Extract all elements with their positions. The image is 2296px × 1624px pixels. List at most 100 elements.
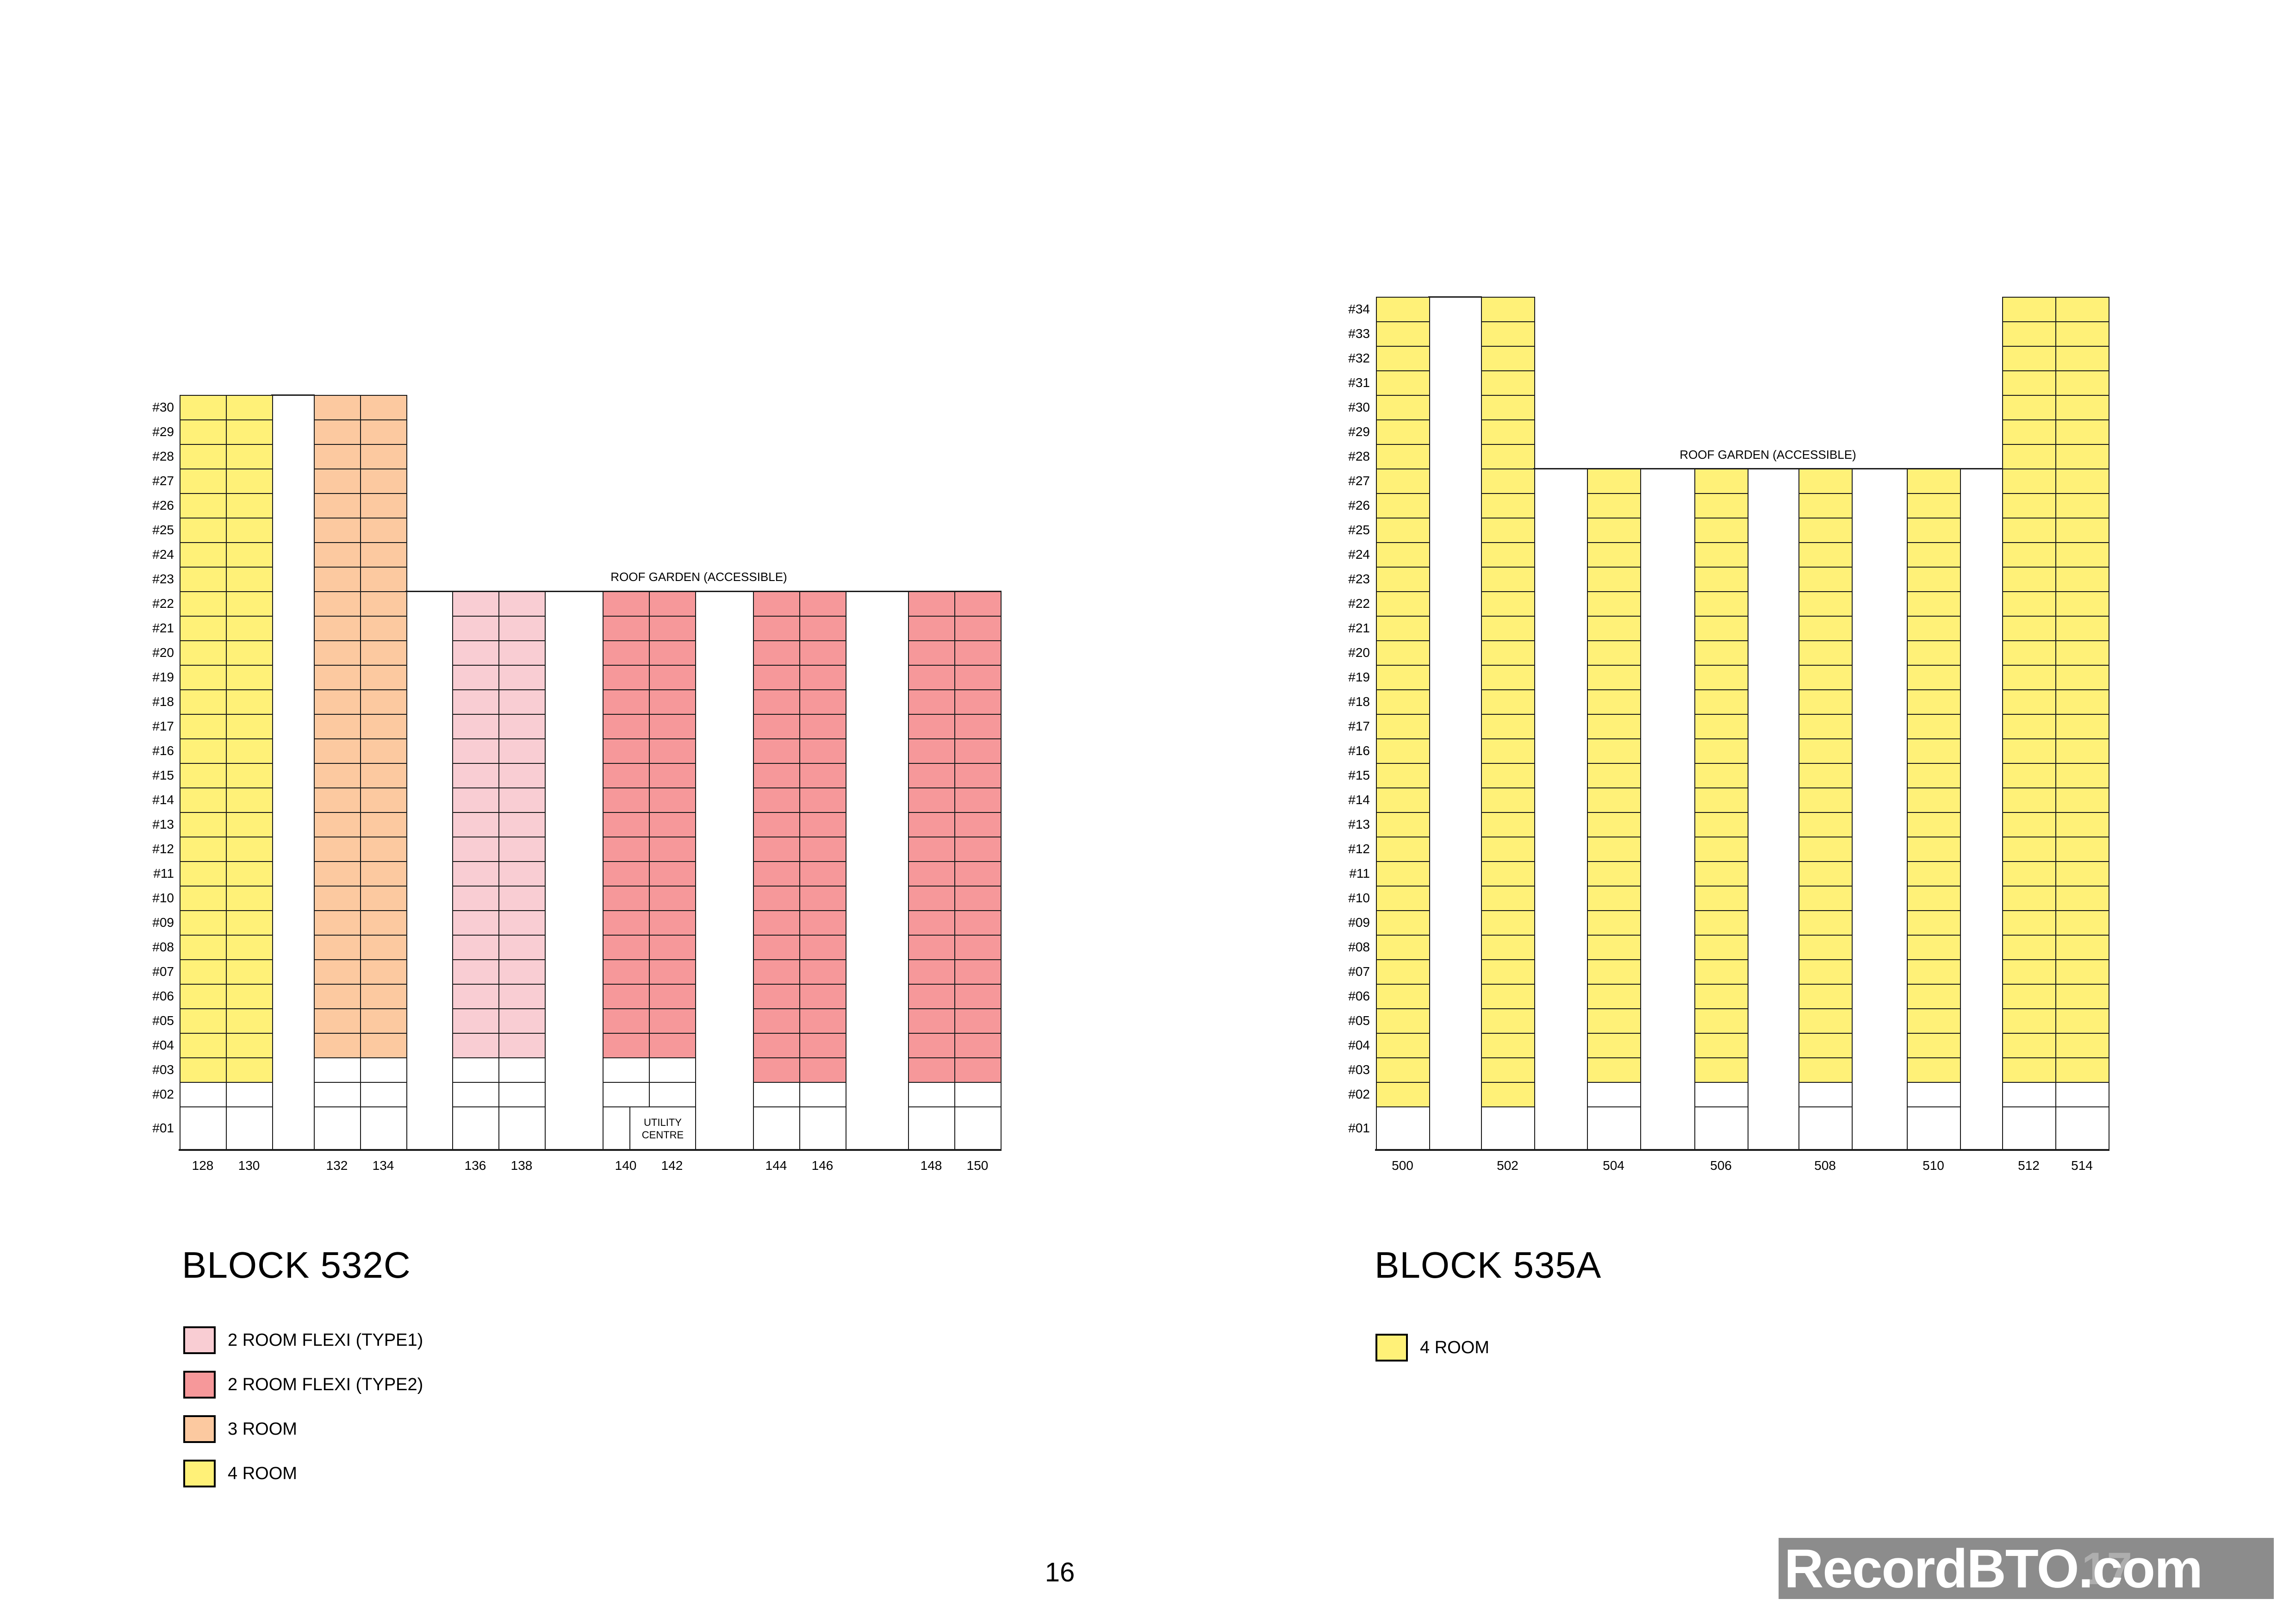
unit-cell [360, 812, 407, 837]
unit-cell [498, 910, 546, 936]
unit-cell [226, 468, 273, 494]
unit-cell [180, 837, 227, 862]
unit-cell [908, 984, 955, 1009]
unit-cell [226, 837, 273, 862]
unit-cell [1376, 542, 1430, 568]
unit-cell [180, 959, 227, 985]
unit-cell [1694, 518, 1748, 543]
unit-cell [1376, 321, 1430, 347]
unit-cell [1587, 1057, 1641, 1083]
unit-cell [314, 763, 361, 788]
legend-row: 2 ROOM FLEXI (TYPE2) [183, 1369, 423, 1400]
unit-cell [799, 812, 846, 837]
unit-cell [753, 837, 800, 862]
unit-cell [2055, 1033, 2109, 1058]
unit-cell [180, 493, 227, 518]
void-cell [1376, 1106, 1430, 1150]
unit-cell [1798, 689, 1853, 715]
unit-cell [226, 665, 273, 690]
unit-cell [1907, 959, 1961, 985]
unit-cell [799, 886, 846, 911]
block-title-535a: BLOCK 535A [1375, 1244, 1602, 1286]
unit-cell [1376, 886, 1430, 911]
unit-cell [180, 689, 227, 715]
unit-cell [498, 763, 546, 788]
floor-label: #28 [152, 449, 174, 463]
floor-label: #21 [1348, 620, 1370, 635]
void-cell [180, 1082, 227, 1107]
unit-cell [2002, 518, 2056, 543]
unit-cell [649, 984, 696, 1009]
unit-cell [2055, 395, 2109, 420]
unit-cell [498, 616, 546, 641]
unit-cell [799, 959, 846, 985]
unit-cell [1694, 763, 1748, 788]
roof-line [1428, 296, 1482, 298]
unit-cell [2002, 346, 2056, 371]
unit-cell [1587, 714, 1641, 739]
unit-cell [180, 616, 227, 641]
floor-label: #10 [152, 890, 174, 905]
void-cell [1587, 1082, 1641, 1107]
floor-label: #18 [1348, 694, 1370, 709]
unit-cell [1376, 419, 1430, 445]
unit-cell [1587, 591, 1641, 617]
unit-cell [498, 1008, 546, 1034]
unit-cell [226, 395, 273, 420]
unit-cell [799, 763, 846, 788]
unit-cell [498, 1033, 546, 1058]
unit-cell [954, 1008, 1002, 1034]
unit-cell [498, 787, 546, 813]
void-cell [649, 1057, 696, 1083]
unit-cell [180, 935, 227, 960]
unit-cell [1376, 714, 1430, 739]
unit-cell [603, 640, 650, 666]
unit-cell [180, 812, 227, 837]
unit-cell [908, 665, 955, 690]
unit-cell [1798, 763, 1853, 788]
floor-label: #19 [152, 669, 174, 684]
unit-cell [1798, 1033, 1853, 1058]
unit-cell [2055, 763, 2109, 788]
unit-cell [1798, 518, 1853, 543]
unit-cell [1798, 984, 1853, 1009]
unit-cell [753, 1008, 800, 1034]
unit-cell [2055, 665, 2109, 690]
unit-cell [1798, 886, 1853, 911]
void-cell [180, 1106, 227, 1150]
unit-cell [799, 714, 846, 739]
unit-cell [1798, 542, 1853, 568]
unit-cell [753, 959, 800, 985]
unit-cell [1587, 812, 1641, 837]
unit-cell [603, 787, 650, 813]
unit-cell [908, 616, 955, 641]
page-number: 16 [1045, 1557, 1075, 1587]
unit-cell [226, 1033, 273, 1058]
ground-baseline [1375, 1149, 2109, 1151]
unit-cell [2055, 984, 2109, 1009]
unit-cell [1798, 468, 1853, 494]
void-cell [360, 1106, 407, 1150]
unit-cell [908, 1033, 955, 1058]
unit-cell [799, 1033, 846, 1058]
unit-cell [753, 861, 800, 887]
unit-cell [226, 714, 273, 739]
unit-cell [2055, 910, 2109, 936]
void-cell [753, 1106, 800, 1150]
unit-cell [314, 567, 361, 592]
unit-cell [1907, 1033, 1961, 1058]
unit-cell [1376, 812, 1430, 837]
unit-cell [360, 1008, 407, 1034]
void-cell [1694, 1106, 1748, 1150]
floor-label: #06 [152, 988, 174, 1003]
unit-cell [753, 787, 800, 813]
unit-cell [1376, 665, 1430, 690]
floor-label: #04 [1348, 1037, 1370, 1052]
unit-cell [360, 689, 407, 715]
unit-cell [954, 910, 1002, 936]
stack-label: 512 [2018, 1158, 2040, 1173]
void-cell [649, 1082, 696, 1107]
unit-cell [1481, 444, 1535, 469]
unit-cell [1481, 616, 1535, 641]
